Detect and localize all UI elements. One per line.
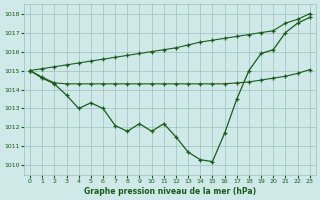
X-axis label: Graphe pression niveau de la mer (hPa): Graphe pression niveau de la mer (hPa): [84, 187, 256, 196]
